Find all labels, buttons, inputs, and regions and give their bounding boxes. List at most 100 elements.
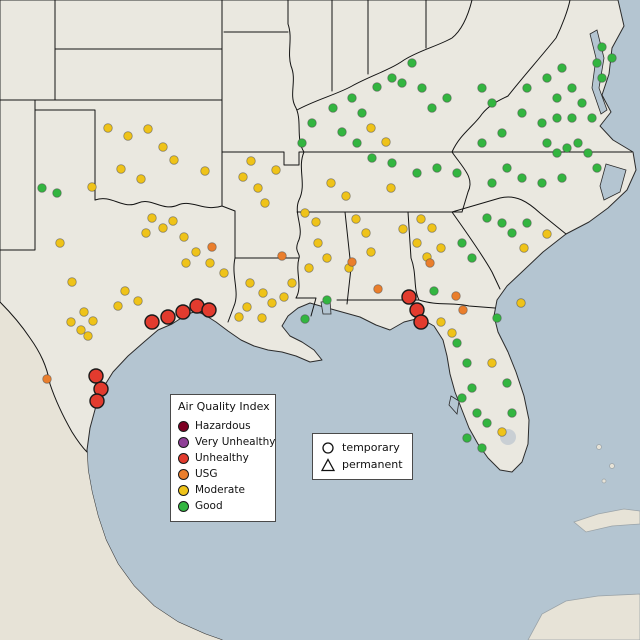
station-dot-good[interactable] [357,108,367,118]
station-dot-moderate[interactable] [416,214,426,224]
station-dot-good[interactable] [592,58,602,68]
station-dot-unhealthy[interactable] [175,304,191,320]
station-dot-good[interactable] [387,73,397,83]
station-dot-good[interactable] [462,358,472,368]
station-dot-moderate[interactable] [179,232,189,242]
station-dot-good[interactable] [372,82,382,92]
station-dot-moderate[interactable] [427,223,437,233]
station-dot-good[interactable] [477,443,487,453]
station-dot-moderate[interactable] [88,316,98,326]
station-dot-good[interactable] [502,378,512,388]
station-dot-good[interactable] [507,228,517,238]
station-dot-good[interactable] [517,108,527,118]
station-dot-unhealthy[interactable] [201,302,217,318]
station-dot-moderate[interactable] [238,172,248,182]
station-dot-good[interactable] [307,118,317,128]
station-dot-moderate[interactable] [158,223,168,233]
station-dot-moderate[interactable] [191,247,201,257]
station-dot-good[interactable] [387,158,397,168]
station-dot-good[interactable] [552,113,562,123]
station-dot-good[interactable] [322,295,332,305]
station-dot-good[interactable] [542,73,552,83]
station-dot-good[interactable] [507,408,517,418]
station-dot-unhealthy[interactable] [144,314,160,330]
station-dot-moderate[interactable] [234,312,244,322]
station-dot-good[interactable] [457,393,467,403]
station-dot-good[interactable] [492,313,502,323]
station-dot-moderate[interactable] [113,301,123,311]
station-dot-moderate[interactable] [304,263,314,273]
station-dot-usg[interactable] [207,242,217,252]
station-dot-good[interactable] [52,188,62,198]
station-dot-moderate[interactable] [366,247,376,257]
station-dot-good[interactable] [452,338,462,348]
station-dot-good[interactable] [577,98,587,108]
station-dot-good[interactable] [328,103,338,113]
station-dot-moderate[interactable] [257,313,267,323]
station-dot-good[interactable] [429,286,439,296]
station-dot-moderate[interactable] [398,224,408,234]
station-dot-moderate[interactable] [67,277,77,287]
station-dot-moderate[interactable] [242,302,252,312]
station-dot-usg[interactable] [451,291,461,301]
station-dot-good[interactable] [597,42,607,52]
station-dot-moderate[interactable] [260,198,270,208]
station-dot-good[interactable] [412,168,422,178]
station-dot-moderate[interactable] [497,427,507,437]
station-dot-moderate[interactable] [133,296,143,306]
station-dot-good[interactable] [552,93,562,103]
station-dot-moderate[interactable] [436,317,446,327]
station-dot-moderate[interactable] [516,298,526,308]
station-dot-moderate[interactable] [381,137,391,147]
station-dot-moderate[interactable] [205,258,215,268]
station-dot-good[interactable] [477,138,487,148]
station-dot-good[interactable] [297,138,307,148]
station-dot-moderate[interactable] [66,317,76,327]
station-dot-unhealthy[interactable] [88,368,104,384]
station-dot-good[interactable] [457,238,467,248]
station-dot-moderate[interactable] [83,331,93,341]
station-dot-moderate[interactable] [311,217,321,227]
station-dot-good[interactable] [552,148,562,158]
station-dot-good[interactable] [562,143,572,153]
station-dot-moderate[interactable] [120,286,130,296]
station-dot-good[interactable] [452,168,462,178]
station-dot-unhealthy[interactable] [413,314,429,330]
station-dot-usg[interactable] [347,257,357,267]
station-dot-good[interactable] [542,138,552,148]
station-dot-good[interactable] [557,63,567,73]
station-dot-good[interactable] [537,178,547,188]
station-dot-good[interactable] [337,127,347,137]
station-dot-good[interactable] [592,163,602,173]
station-dot-moderate[interactable] [300,208,310,218]
station-dot-moderate[interactable] [313,238,323,248]
station-dot-good[interactable] [573,138,583,148]
station-dot-good[interactable] [467,253,477,263]
station-dot-moderate[interactable] [341,191,351,201]
station-dot-unhealthy[interactable] [89,393,105,409]
station-dot-good[interactable] [407,58,417,68]
station-dot-moderate[interactable] [487,358,497,368]
station-dot-moderate[interactable] [542,229,552,239]
station-dot-moderate[interactable] [267,298,277,308]
station-dot-good[interactable] [482,213,492,223]
station-dot-moderate[interactable] [87,182,97,192]
station-dot-good[interactable] [37,183,47,193]
station-dot-moderate[interactable] [147,213,157,223]
station-dot-good[interactable] [522,83,532,93]
station-dot-good[interactable] [522,218,532,228]
station-dot-moderate[interactable] [169,155,179,165]
station-dot-unhealthy[interactable] [160,309,176,325]
station-dot-good[interactable] [497,218,507,228]
station-dot-usg[interactable] [373,284,383,294]
station-dot-moderate[interactable] [76,325,86,335]
station-dot-good[interactable] [367,153,377,163]
station-dot-moderate[interactable] [322,253,332,263]
station-dot-good[interactable] [487,98,497,108]
station-dot-good[interactable] [597,73,607,83]
station-dot-good[interactable] [557,173,567,183]
station-dot-moderate[interactable] [447,328,457,338]
station-dot-good[interactable] [347,93,357,103]
station-dot-good[interactable] [502,163,512,173]
station-dot-moderate[interactable] [386,183,396,193]
